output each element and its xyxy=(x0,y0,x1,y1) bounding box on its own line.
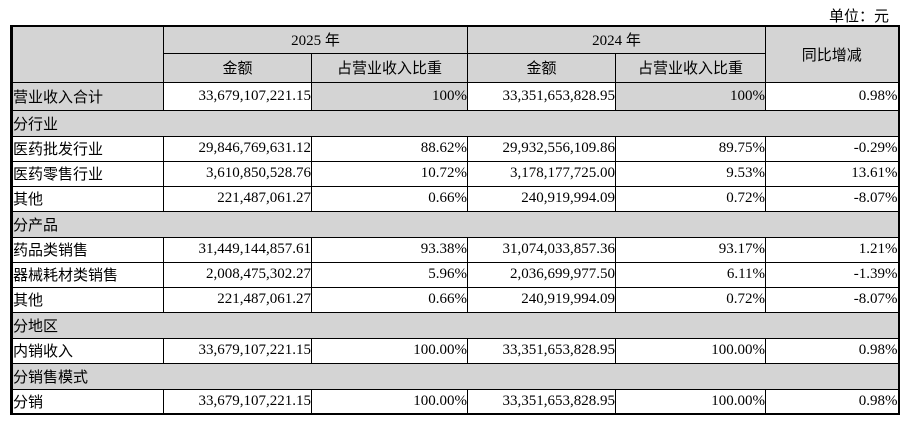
cell-row-label: 分销 xyxy=(11,388,164,415)
table-row: 分销 33,679,107,221.15 100.00% 33,351,653,828… xyxy=(11,388,900,415)
cell-amount-2024: 3,178,177,725.00 xyxy=(467,160,617,187)
cell-yoy: 1.21% xyxy=(765,236,900,263)
cell-row-label: 其他 xyxy=(11,286,164,313)
cell-ratio-2025: 10.72% xyxy=(310,160,469,187)
cell-amount-2025: 29,846,769,631.12 xyxy=(163,135,312,162)
cell-amount-2024: 2,036,699,977.50 xyxy=(467,261,617,288)
cell-row-label: 其他 xyxy=(11,185,164,212)
cell-amount-2024: 33,351,653,828.95 xyxy=(467,81,617,111)
cell-amount-2025: 33,679,107,221.15 xyxy=(163,388,312,415)
table-row: 药品类销售 31,449,144,857.61 93.38% 31,074,033,8… xyxy=(11,236,900,263)
cell-amount-2024: 240,919,994.09 xyxy=(467,286,617,313)
table-row: 内销收入 33,679,107,221.15 100.00% 33,351,653,8… xyxy=(11,337,900,364)
cell-ratio-2024: 0.72% xyxy=(615,185,767,212)
yoy-header: 同比增减 xyxy=(765,25,900,83)
cell-ratio-2025: 93.38% xyxy=(310,236,469,263)
cell-yoy: -1.39% xyxy=(765,261,900,288)
cell-ratio-2025: 100.00% xyxy=(310,388,469,415)
cell-row-label: 营业收入合计 xyxy=(11,81,164,111)
cell-ratio-2025: 100% xyxy=(310,81,469,111)
table-row: 其他 221,487,061.27 0.66% 240,919,994.09 0.72%… xyxy=(11,286,900,313)
ratio-2024-header: 占营业收入比重 xyxy=(615,52,767,83)
cell-yoy: -8.07% xyxy=(765,286,900,313)
table-row: 医药批发行业 29,846,769,631.12 88.62% 29,932,556,… xyxy=(11,135,900,162)
year-2025-header: 2025 年 xyxy=(162,25,469,54)
section-row: 分地区 xyxy=(10,311,900,339)
cell-amount-2025: 221,487,061.27 xyxy=(163,286,312,313)
revenue-breakdown-table: 2025 年 2024 年 同比增减 金额 占营业收入比重 金额 占营业收入比重… xyxy=(10,25,900,415)
cell-amount-2025: 3,610,850,528.76 xyxy=(163,160,312,187)
cell-row-label: 医药批发行业 xyxy=(11,135,164,162)
section-row: 分销售模式 xyxy=(10,362,900,390)
section-row: 分行业 xyxy=(10,109,900,137)
cell-yoy: -0.29% xyxy=(765,135,900,162)
cell-row-label: 内销收入 xyxy=(11,337,164,364)
cell-ratio-2025: 0.66% xyxy=(310,286,469,313)
header-row-years: 2025 年 2024 年 同比增减 xyxy=(11,25,900,83)
cell-ratio-2025: 0.66% xyxy=(310,185,469,212)
cell-amount-2024: 33,351,653,828.95 xyxy=(467,337,617,364)
amount-2025-header: 金额 xyxy=(163,52,312,83)
cell-yoy: 0.98% xyxy=(765,81,900,111)
amount-2024-header: 金额 xyxy=(467,52,617,83)
corner-cell xyxy=(11,25,164,83)
cell-ratio-2025: 88.62% xyxy=(310,135,469,162)
cell-amount-2025: 31,449,144,857.61 xyxy=(163,236,312,263)
section-row: 分产品 xyxy=(10,210,900,238)
table-row: 器械耗材类销售 2,008,475,302.27 5.96% 2,036,699,97… xyxy=(11,261,900,288)
section-label: 分行业 xyxy=(10,109,900,137)
cell-ratio-2024: 9.53% xyxy=(615,160,767,187)
cell-ratio-2024: 93.17% xyxy=(615,236,767,263)
section-label: 分销售模式 xyxy=(10,362,900,390)
cell-amount-2024: 240,919,994.09 xyxy=(467,185,617,212)
table-row: 医药零售行业 3,610,850,528.76 10.72% 3,178,177,72… xyxy=(11,160,900,187)
cell-amount-2025: 221,487,061.27 xyxy=(163,185,312,212)
year-2024-header: 2024 年 xyxy=(467,25,767,54)
section-label: 分地区 xyxy=(10,311,900,339)
cell-amount-2025: 33,679,107,221.15 xyxy=(163,337,312,364)
cell-amount-2025: 33,679,107,221.15 xyxy=(163,81,312,111)
cell-amount-2024: 29,932,556,109.86 xyxy=(467,135,617,162)
cell-ratio-2025: 5.96% xyxy=(310,261,469,288)
cell-yoy: 0.98% xyxy=(765,337,900,364)
cell-ratio-2024: 89.75% xyxy=(615,135,767,162)
ratio-2025-header: 占营业收入比重 xyxy=(310,52,469,83)
cell-amount-2025: 2,008,475,302.27 xyxy=(163,261,312,288)
cell-row-label: 器械耗材类销售 xyxy=(11,261,164,288)
table-body: 营业收入合计 33,679,107,221.15 100% 33,351,653,82… xyxy=(10,81,900,415)
cell-row-label: 医药零售行业 xyxy=(11,160,164,187)
header-row-metrics: 金额 占营业收入比重 金额 占营业收入比重 xyxy=(12,52,899,83)
table-row: 其他 221,487,061.27 0.66% 240,919,994.09 0.72%… xyxy=(11,185,900,212)
cell-ratio-2024: 6.11% xyxy=(615,261,767,288)
cell-amount-2024: 31,074,033,857.36 xyxy=(467,236,617,263)
cell-row-label: 药品类销售 xyxy=(11,236,164,263)
cell-ratio-2025: 100.00% xyxy=(310,337,469,364)
cell-ratio-2024: 100.00% xyxy=(615,388,767,415)
section-label: 分产品 xyxy=(10,210,900,238)
table-row: 营业收入合计 33,679,107,221.15 100% 33,351,653,82… xyxy=(11,81,900,111)
cell-amount-2024: 33,351,653,828.95 xyxy=(467,388,617,415)
cell-yoy: -8.07% xyxy=(765,185,900,212)
cell-ratio-2024: 100.00% xyxy=(615,337,767,364)
cell-yoy: 0.98% xyxy=(765,388,900,415)
cell-ratio-2024: 100% xyxy=(615,81,767,111)
cell-ratio-2024: 0.72% xyxy=(615,286,767,313)
unit-label: 单位：元 xyxy=(828,9,889,25)
cell-yoy: 13.61% xyxy=(765,160,900,187)
